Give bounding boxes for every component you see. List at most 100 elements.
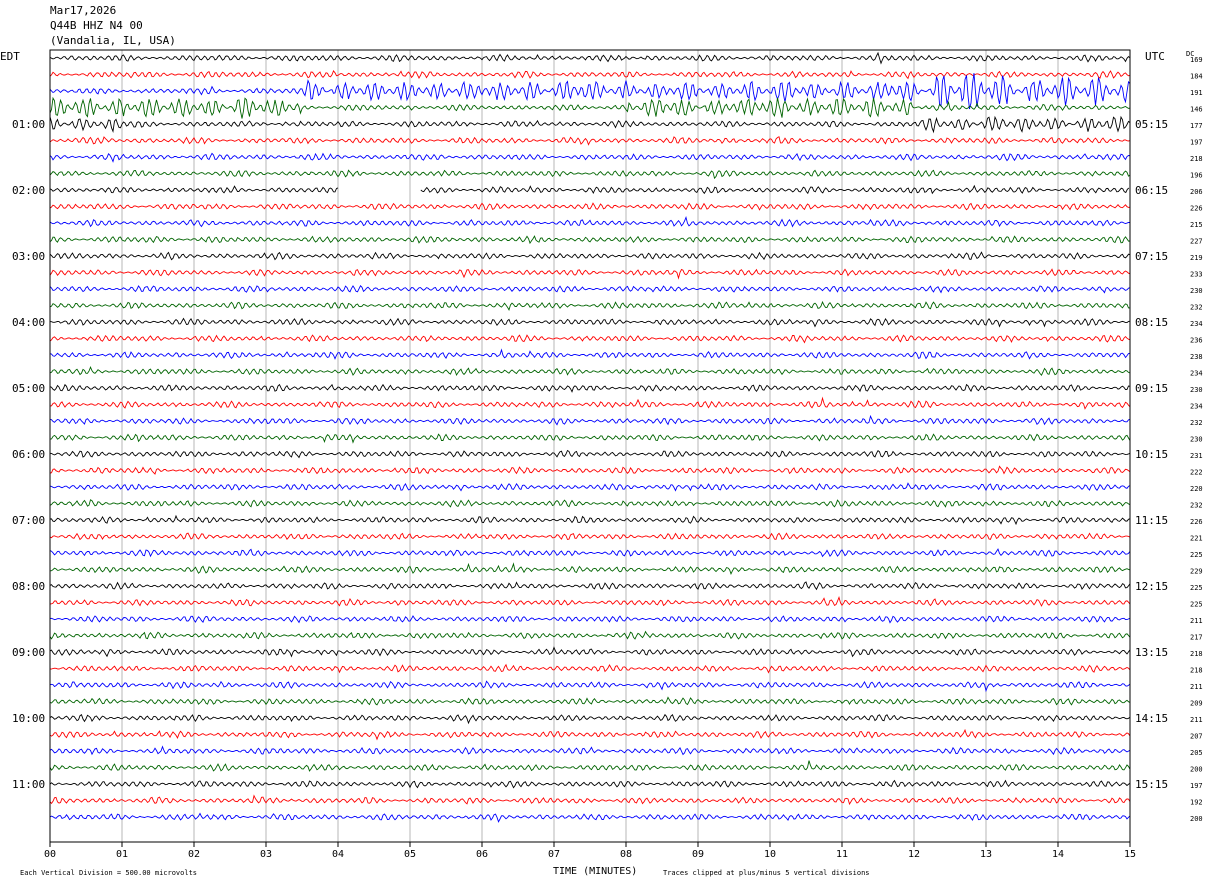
dc-offset-label: 238: [1190, 353, 1203, 361]
dc-offset-label: 215: [1190, 221, 1203, 229]
dc-offset-label: 205: [1190, 749, 1203, 757]
left-hour-label: 04:00: [12, 316, 45, 329]
x-tick-label: 02: [188, 849, 200, 860]
seismic-trace: [49, 779, 1131, 789]
dc-offset-label: 191: [1190, 89, 1203, 97]
seismic-trace: [49, 152, 1131, 163]
dc-offset-label: 211: [1190, 716, 1203, 724]
dc-offset-label: 234: [1190, 320, 1203, 328]
dc-offset-label: 222: [1190, 469, 1203, 477]
dc-label: DC: [1186, 50, 1194, 58]
seismic-trace: [49, 728, 1131, 741]
seismic-trace: [49, 366, 1131, 377]
dc-offset-label: 146: [1190, 106, 1203, 114]
x-axis-label: TIME (MINUTES): [553, 866, 637, 877]
seismic-trace: [49, 70, 1131, 80]
dc-offset-label: 225: [1190, 601, 1203, 609]
seismic-trace: [49, 745, 1131, 756]
x-tick-label: 08: [620, 849, 632, 860]
seismic-trace: [49, 383, 1131, 393]
seismic-trace: [49, 115, 1131, 134]
dc-offset-label: 230: [1190, 436, 1203, 444]
right-hour-labels: 05:15 06:15 07:15 08:15 09:15 10:15 11:15 12:15…: [1135, 118, 1168, 791]
dc-offset-label: 230: [1190, 386, 1203, 394]
seismic-trace: [49, 449, 1131, 459]
dc-offset-label: 200: [1190, 766, 1203, 774]
dc-offset-label: 232: [1190, 502, 1203, 510]
dc-offset-label: 218: [1190, 650, 1203, 658]
seismic-trace: [49, 317, 1131, 328]
seismic-trace: [49, 184, 1130, 195]
seismic-trace: [49, 414, 1131, 426]
dc-offset-label: 197: [1190, 139, 1203, 147]
x-tick-label: 15: [1124, 849, 1136, 860]
seismic-trace: [49, 268, 1131, 280]
seismic-trace: [49, 169, 1131, 180]
dc-offset-label: 226: [1190, 518, 1203, 526]
seismic-trace: [49, 285, 1131, 294]
seismic-trace: [49, 680, 1131, 693]
dc-offset-label: 225: [1190, 551, 1203, 559]
seismic-trace: [49, 235, 1131, 245]
seismic-trace: [49, 794, 1131, 806]
left-hour-labels: 01:00 02:00 03:00 04:00 05:00 06:00 07:00 08:00…: [12, 118, 45, 791]
header-location: (Vandalia, IL, USA): [50, 34, 176, 47]
left-hour-label: 02:00: [12, 184, 45, 197]
right-hour-label: 13:15: [1135, 646, 1168, 659]
x-tick-label: 04: [332, 849, 344, 860]
x-tick-label: 11: [836, 849, 848, 860]
header-station: Q44B HHZ N4 00: [50, 19, 143, 32]
dc-offset-label: 184: [1190, 73, 1203, 81]
x-tick-label: 00: [44, 849, 56, 860]
left-hour-label: 01:00: [12, 118, 45, 131]
right-timezone-label: UTC: [1145, 50, 1165, 63]
footer-left-note: Each Vertical Division = 500.00 microvol…: [20, 869, 197, 877]
dc-offset-label: 232: [1190, 304, 1203, 312]
right-hour-label: 06:15: [1135, 184, 1168, 197]
seismic-trace: [49, 548, 1131, 558]
seismic-trace: [49, 663, 1131, 674]
left-hour-label: 10:00: [12, 712, 45, 725]
dc-offset-label: 200: [1190, 815, 1203, 823]
seismic-trace: [49, 348, 1131, 360]
right-hour-label: 11:15: [1135, 514, 1168, 527]
seismic-trace: [49, 562, 1131, 575]
dc-offset-labels: 169 184 191 146 177 197 218 196 206 226 215 227 219 2…: [1190, 56, 1203, 823]
seismic-trace: [49, 646, 1131, 658]
x-tick-label: 03: [260, 849, 272, 860]
left-timezone-label: EDT: [0, 50, 20, 63]
left-hour-label: 07:00: [12, 514, 45, 527]
dc-offset-label: 226: [1190, 205, 1203, 213]
dc-offset-label: 234: [1190, 403, 1203, 411]
seismic-trace: [49, 514, 1131, 526]
header-date: Mar17,2026: [50, 4, 117, 17]
seismic-trace: [49, 334, 1131, 344]
dc-offset-label: 169: [1190, 56, 1203, 64]
dc-offset-label: 221: [1190, 535, 1203, 543]
x-tick-label: 13: [980, 849, 992, 860]
seismic-trace: [49, 465, 1131, 475]
dc-offset-label: 206: [1190, 188, 1203, 196]
seismic-traces: [49, 51, 1131, 823]
seismic-trace: [49, 696, 1131, 706]
x-tick-label: 05: [404, 849, 416, 860]
seismic-trace: [49, 251, 1131, 261]
seismic-trace: [49, 760, 1131, 772]
dc-offset-label: 197: [1190, 782, 1203, 790]
right-hour-label: 05:15: [1135, 118, 1168, 131]
left-hour-label: 05:00: [12, 382, 45, 395]
seismic-trace: [49, 73, 1131, 110]
right-hour-label: 14:15: [1135, 712, 1168, 725]
seismic-trace: [49, 499, 1131, 508]
seismic-trace: [49, 300, 1130, 312]
x-tick-label: 14: [1052, 849, 1064, 860]
dc-offset-label: 236: [1190, 337, 1203, 345]
left-hour-label: 03:00: [12, 250, 45, 263]
seismic-trace: [49, 630, 1131, 640]
seismic-trace: [49, 136, 1131, 146]
seismic-trace: [49, 812, 1131, 823]
x-axis-ticks: 00 01 02 03 04 05 06 07 08 09 10 11 12 13 14 15: [44, 842, 1136, 860]
x-tick-label: 07: [548, 849, 560, 860]
dc-offset-label: 232: [1190, 419, 1203, 427]
seismic-trace: [49, 396, 1131, 410]
